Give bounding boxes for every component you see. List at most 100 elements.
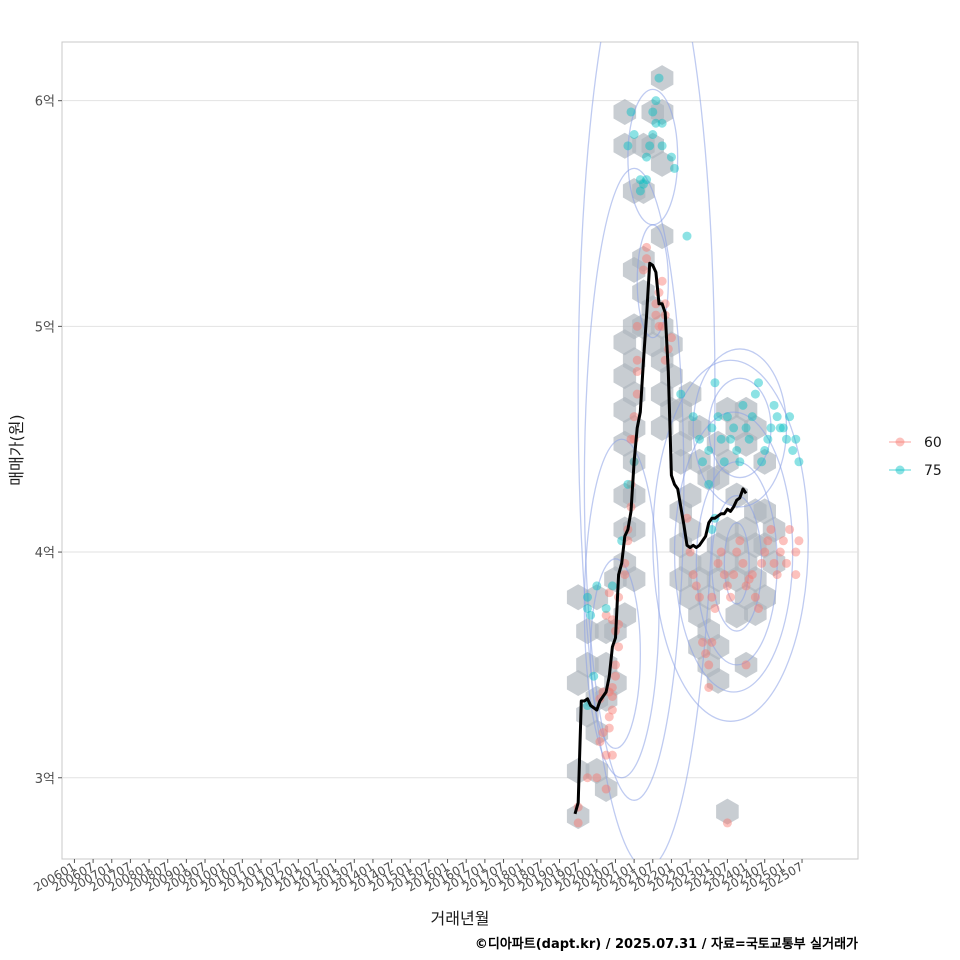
point-60: [769, 558, 779, 568]
point-75: [657, 118, 667, 128]
point-60: [698, 637, 708, 647]
point-75: [713, 412, 723, 422]
legend-key-point: [895, 465, 905, 475]
contour-line: [577, 42, 716, 859]
point-60: [707, 637, 717, 647]
hexbin: [650, 150, 674, 177]
hexbin: [744, 414, 767, 441]
hexbin: [622, 178, 646, 204]
point-75: [785, 412, 795, 422]
hexbin: [585, 758, 609, 784]
point-60: [651, 310, 661, 320]
contour-line: [708, 377, 772, 479]
point-75: [626, 107, 636, 117]
point-60: [760, 547, 770, 557]
point-75: [738, 400, 748, 410]
contour-line: [711, 494, 763, 632]
point-60: [632, 355, 642, 365]
x-axis-title: 거래년월: [431, 909, 490, 928]
hexbin: [566, 803, 590, 830]
source-caption: ©디아파트(dapt.kr) / 2025.07.31 / 자료=국토교통부 실…: [474, 937, 858, 952]
hexbin: [716, 798, 739, 825]
point-75: [710, 378, 720, 388]
legend-label: 60: [924, 435, 942, 451]
point-60: [620, 570, 630, 580]
point-75: [763, 434, 773, 444]
point-75: [729, 423, 739, 433]
point-60: [716, 547, 726, 557]
x-axis-ticks: 2006012006072007012007072008012008072009…: [31, 859, 806, 895]
point-60: [629, 412, 639, 422]
legend-label: 75: [924, 463, 942, 479]
point-60: [604, 723, 614, 733]
point-75: [716, 434, 726, 444]
point-60: [657, 276, 667, 286]
point-60: [754, 603, 763, 613]
point-75: [592, 581, 602, 591]
point-75: [766, 423, 776, 433]
hexbin: [716, 396, 739, 423]
point-75: [676, 389, 686, 399]
point-60: [694, 592, 704, 602]
point-75: [645, 141, 655, 151]
point-60: [685, 547, 695, 557]
point-75: [757, 457, 767, 467]
hexbin: [613, 602, 637, 629]
point-60: [604, 588, 614, 598]
point-60: [601, 784, 611, 794]
point-75: [754, 378, 763, 388]
legend: 60 75: [889, 435, 942, 479]
point-75: [688, 412, 698, 422]
hexbin: [706, 667, 730, 694]
point-75: [788, 446, 798, 455]
point-60: [741, 660, 751, 670]
point-75: [704, 446, 714, 455]
point-60: [704, 682, 714, 692]
contour-line: [692, 348, 788, 508]
hexbin: [734, 516, 758, 543]
point-60: [738, 558, 748, 568]
contour-line: [652, 359, 809, 722]
point-75: [582, 592, 592, 602]
contour-line: [583, 167, 685, 801]
point-60: [632, 389, 642, 399]
point-60: [704, 660, 714, 670]
point-60: [614, 642, 624, 652]
contour-line: [695, 461, 778, 666]
hexbin: [734, 396, 758, 423]
point-60: [601, 610, 611, 620]
hexbin: [762, 550, 786, 577]
point-60: [729, 570, 739, 580]
point-75: [735, 457, 745, 467]
point-60: [785, 524, 795, 534]
point-60: [757, 558, 767, 568]
point-75: [654, 73, 664, 83]
point-60: [607, 750, 617, 760]
point-75: [651, 118, 661, 128]
hexbin: [725, 602, 748, 629]
point-60: [598, 728, 608, 738]
point-60: [763, 536, 773, 546]
hexbin: [660, 363, 683, 389]
y-tick-label: 3억: [35, 772, 55, 787]
point-60: [582, 773, 592, 783]
point-60: [710, 603, 720, 613]
scatter-points: [573, 73, 804, 828]
point-60: [778, 536, 788, 546]
hexbin: [706, 633, 730, 660]
point-60: [642, 254, 652, 264]
hexbin: [744, 600, 767, 626]
hexbin: [753, 448, 776, 475]
point-60: [722, 818, 732, 828]
point-60: [732, 547, 742, 557]
point-75: [648, 130, 658, 140]
point-60: [750, 592, 760, 602]
point-60: [604, 712, 614, 722]
point-75: [794, 457, 804, 467]
contour-line: [723, 522, 750, 605]
point-60: [654, 321, 664, 331]
hexbin: [650, 99, 674, 125]
point-75: [722, 412, 732, 422]
point-60: [691, 581, 701, 591]
hexbin: [688, 448, 711, 475]
